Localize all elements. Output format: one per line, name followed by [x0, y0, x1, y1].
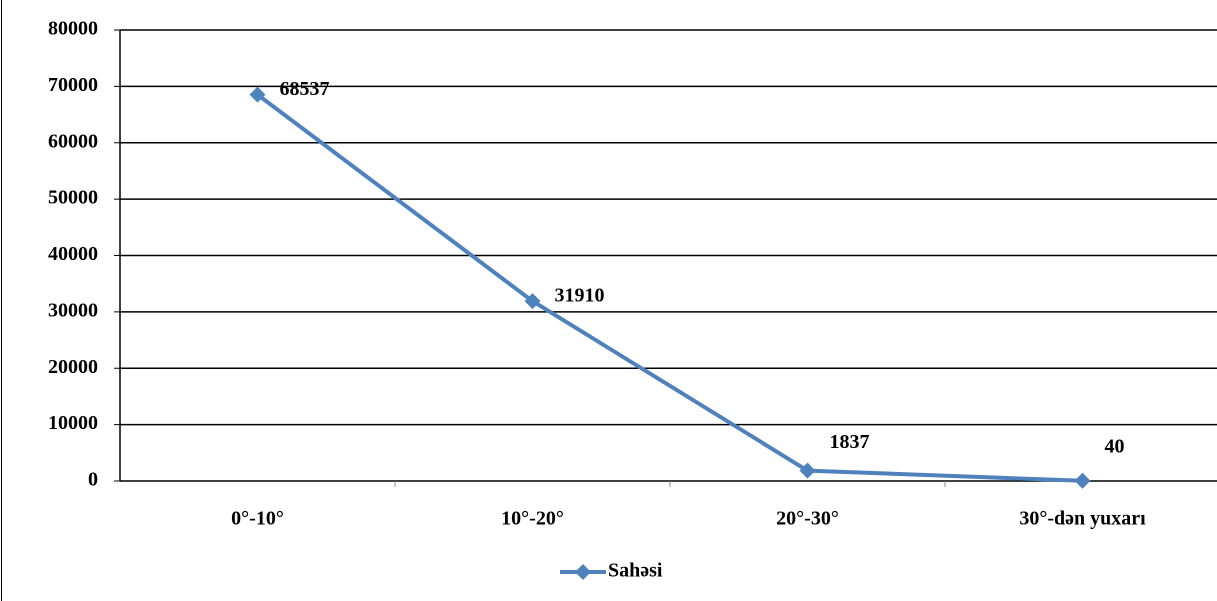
y-tick-label: 30000 — [48, 299, 98, 321]
y-tick-label: 20000 — [48, 356, 98, 378]
y-tick-label: 40000 — [48, 243, 98, 265]
data-label: 68537 — [280, 78, 330, 100]
line — [256, 93, 1083, 483]
marker — [249, 86, 266, 103]
y-tick-label: 50000 — [48, 187, 98, 209]
x-tick-label: 30°-dən yuxarı — [1019, 508, 1146, 530]
y-tick-label: 10000 — [48, 412, 98, 434]
x-tick-label: 20°-30° — [776, 508, 839, 530]
data-label: 40 — [1105, 435, 1125, 457]
marker — [1074, 472, 1091, 489]
y-tick-label: 70000 — [48, 74, 98, 96]
legend-label: Sahəsi — [608, 560, 663, 582]
marker — [799, 462, 816, 479]
legend-marker — [575, 564, 591, 580]
y-tick-label: 0 — [88, 469, 98, 491]
x-tick-label: 0°-10° — [231, 508, 284, 530]
x-tick-label: 10°-20° — [501, 508, 564, 530]
marker — [524, 293, 541, 310]
y-tick-label: 60000 — [48, 130, 98, 152]
data-label: 31910 — [555, 285, 605, 307]
data-label: 1837 — [830, 431, 870, 453]
y-tick-label: 80000 — [48, 18, 98, 40]
